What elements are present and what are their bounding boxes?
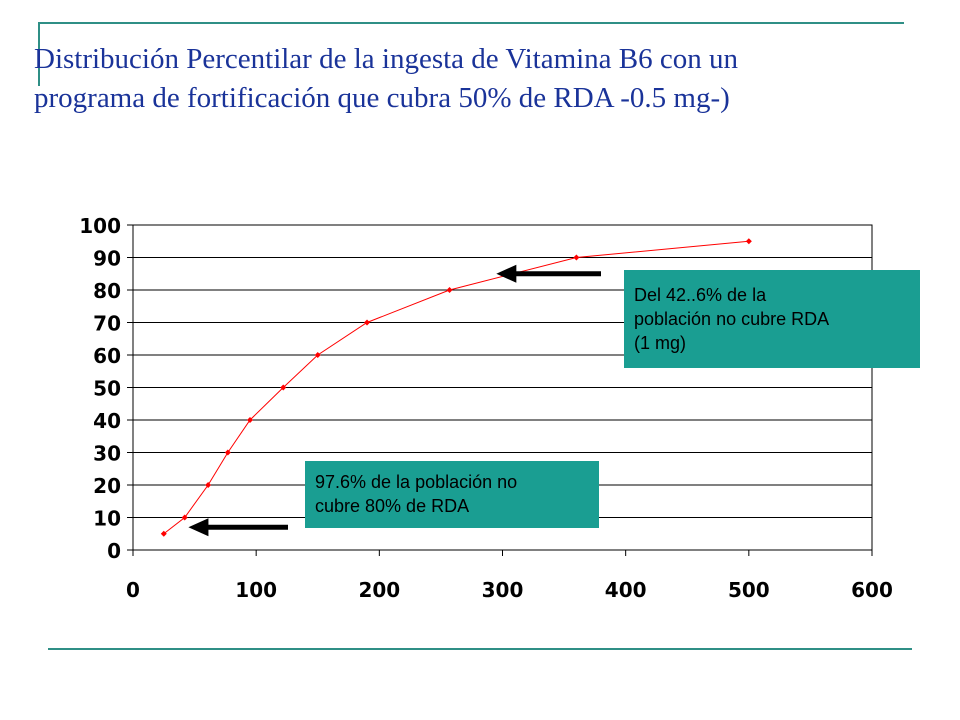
x-tick-label: 0 [126,578,140,602]
data-point [224,449,231,456]
bottom-accent-line [48,648,912,650]
y-tick-label: 30 [93,442,121,466]
data-point [181,514,188,521]
y-tick-label: 50 [93,377,121,401]
data-point [573,254,580,261]
x-tick-label: 300 [482,578,524,602]
callout-1-line-2: población no cubre RDA [634,309,830,329]
data-point [314,352,321,358]
series-layer [160,238,752,537]
data-point [160,530,167,537]
callout-1-line-3: (1 mg) [634,333,687,353]
callout-rda-80pct: 97.6% de la población no cubre 80% de RD… [305,461,599,528]
callout-1-line-1: Del 42..6% de la [634,285,767,305]
axis-layer: 0 10 20 30 40 50 60 70 80 90 100 0 100 200 300 400 500 60… [79,214,893,602]
top-accent-line [38,22,904,24]
title-line-2: programa de fortificación que cubra 50% … [34,82,730,114]
page-title: Distribución Percentilar de la ingesta d… [34,40,934,118]
data-point [280,384,287,391]
y-tick-label: 90 [93,247,121,271]
callout-arrow-head [188,518,209,537]
y-tick-label: 0 [107,539,121,563]
y-tick-label: 40 [93,409,121,433]
title-line-1: Distribución Percentilar de la ingesta d… [34,43,739,75]
x-tick-label: 600 [851,578,893,602]
x-tick-label: 200 [358,578,400,602]
y-tick-label: 70 [93,312,121,336]
data-point [205,482,212,488]
data-point [247,417,254,423]
callout-arrow-head [496,264,517,283]
data-point [364,319,371,326]
left-accent-line [38,22,40,86]
callout-2-line-1: 97.6% de la población no [315,472,518,492]
y-tick-label: 10 [93,507,121,531]
x-tick-label: 100 [235,578,277,602]
y-tick-label: 20 [93,474,121,498]
y-tick-label: 80 [93,279,121,303]
data-point [446,287,453,293]
callout-rda-1mg: Del 42..6% de la población no cubre RDA … [624,270,920,368]
data-point [745,238,752,245]
arrow-layer [188,264,601,537]
x-tick-label: 400 [605,578,647,602]
callout-2-line-2: cubre 80% de RDA [315,496,470,516]
x-tick-label: 500 [728,578,770,602]
y-tick-label: 100 [79,214,121,238]
y-tick-label: 60 [93,344,121,368]
